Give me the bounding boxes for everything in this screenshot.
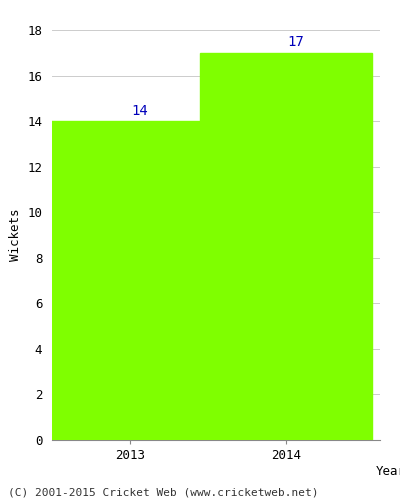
Text: (C) 2001-2015 Cricket Web (www.cricketweb.net): (C) 2001-2015 Cricket Web (www.cricketwe… — [8, 488, 318, 498]
Text: 14: 14 — [131, 104, 148, 118]
Bar — [44, 121, 216, 440]
Text: 17: 17 — [287, 36, 304, 50]
Y-axis label: Wickets: Wickets — [9, 209, 22, 261]
Text: Year: Year — [376, 464, 400, 477]
Bar — [200, 53, 372, 440]
